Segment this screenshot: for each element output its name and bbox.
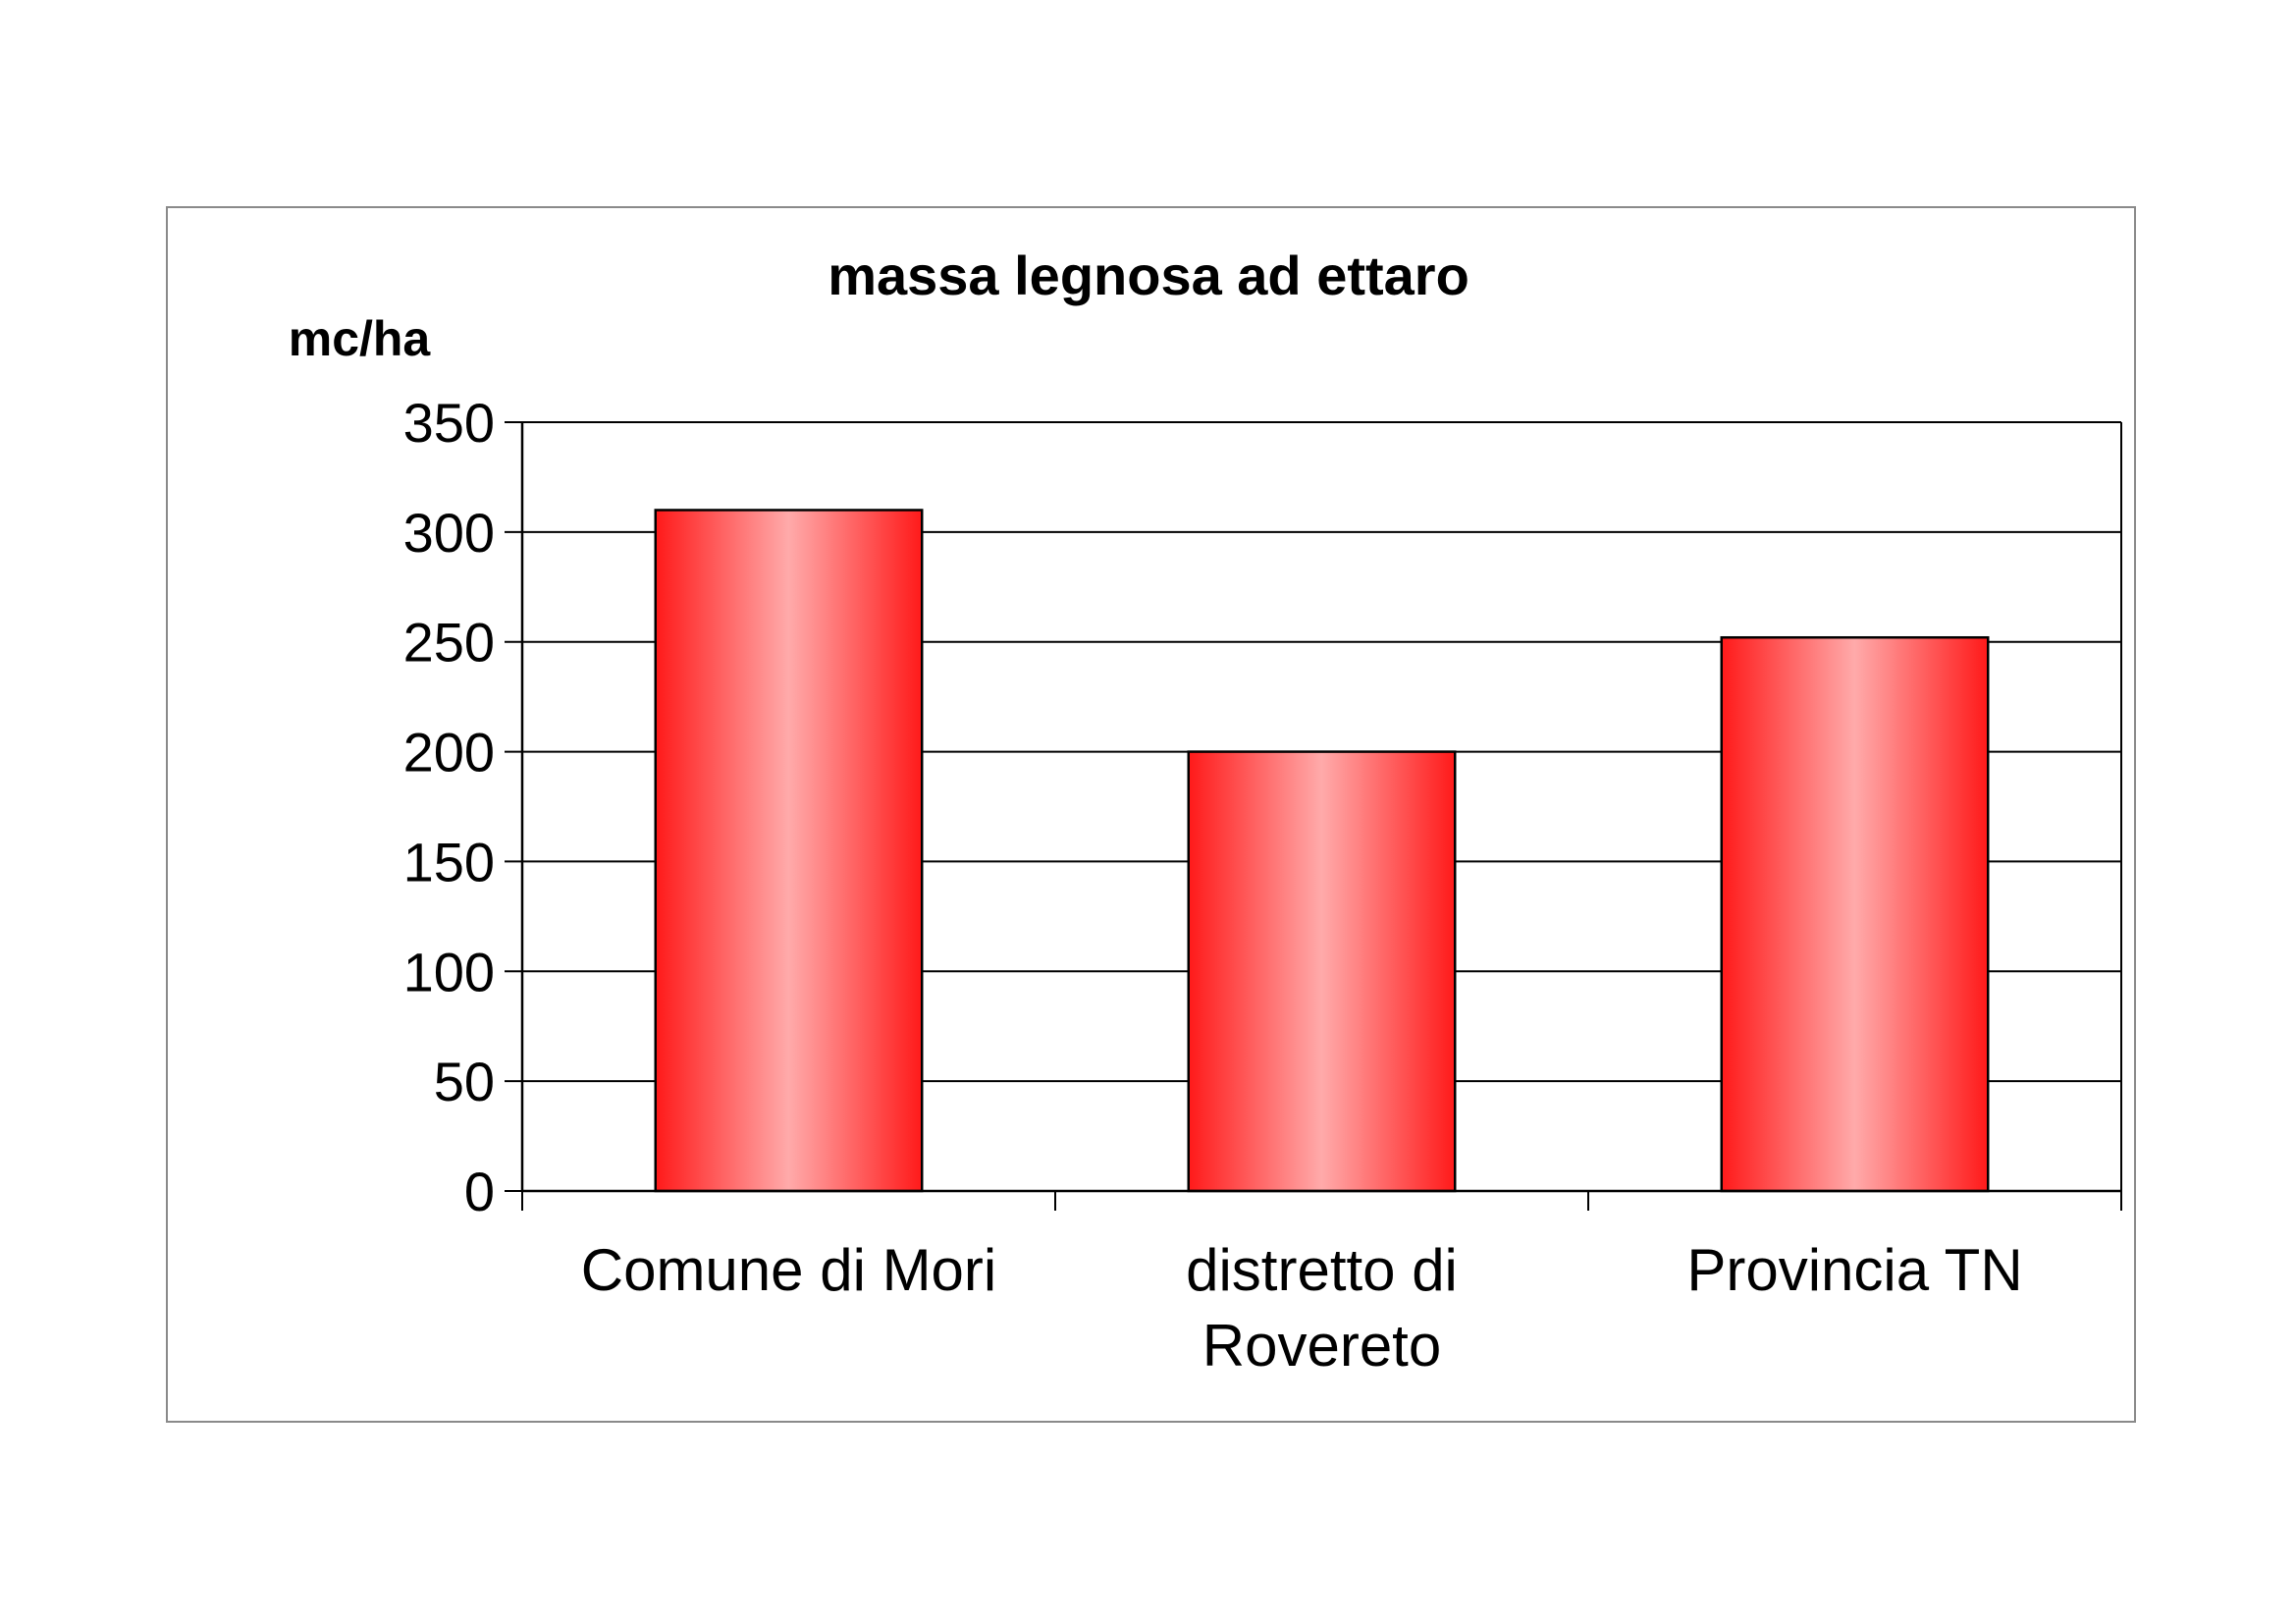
bar <box>1720 635 1990 1193</box>
y-tick-label: 200 <box>403 722 495 784</box>
y-tick-label: 250 <box>403 612 495 674</box>
bars <box>654 509 1990 1193</box>
x-category-label: distretto di Rovereto <box>1186 1237 1458 1379</box>
y-tick-label: 50 <box>434 1051 495 1112</box>
x-category-labels: Comune di Mori distretto di Rovereto Provin… <box>581 1237 2023 1379</box>
bar <box>1187 750 1457 1193</box>
x-category-label: Provincia TN <box>1686 1237 2022 1303</box>
axes <box>505 421 2122 1211</box>
chart-title: massa legnosa ad ettaro <box>828 244 1469 306</box>
y-tick-label: 150 <box>403 831 495 893</box>
y-tick-label: 0 <box>464 1161 495 1222</box>
y-tick-labels: 0 50 100 150 200 250 300 350 <box>403 392 495 1222</box>
x-category-label: Comune di Mori <box>581 1237 997 1303</box>
y-tick-label: 100 <box>403 941 495 1002</box>
y-tick-label: 300 <box>403 502 495 564</box>
y-tick-label: 350 <box>403 392 495 454</box>
bar <box>654 509 924 1193</box>
y-axis-label: mc/ha <box>289 311 432 366</box>
